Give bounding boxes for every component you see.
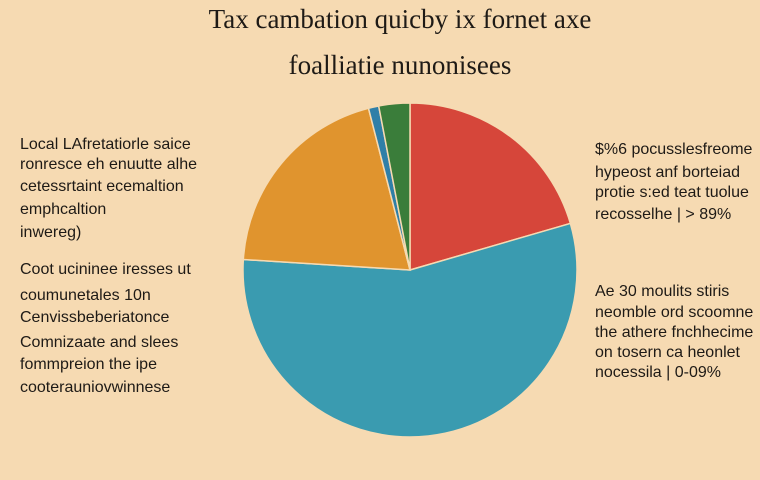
pie-slice (409, 102, 572, 271)
annotation: hypeost anf borteiad (595, 164, 740, 181)
annotation: the athere fnchhecime (595, 324, 753, 341)
annotation: protie s:ed teat tuolue (595, 184, 749, 201)
annotation: $%6 pocusslesfreome (595, 141, 753, 158)
annotation: fommpreion the ipe (20, 356, 157, 373)
annotation: on tosern ca heonlet (595, 344, 741, 361)
pie-slice (377, 102, 411, 271)
annotation: nocessila | 0-09% (595, 364, 721, 381)
pie-slice (242, 222, 578, 438)
chart-title: Tax cambation quicby ix fornet axe (209, 4, 592, 34)
annotation: emphcaltion (20, 201, 106, 218)
annotation: recosselhe | > 89% (595, 206, 731, 223)
pie-slice (242, 107, 411, 271)
annotation: Cenvissbeberiatonce (20, 309, 170, 326)
chart-title: foalliatie nunonisees (289, 50, 512, 80)
annotation: cetessrtaint ecemaltion (20, 178, 184, 195)
annotation: Local LAfretatiorle saice (20, 136, 191, 153)
annotation: Ae 30 moulits stiris (595, 283, 729, 300)
annotation: neomble ord scoomne (595, 304, 753, 321)
annotation: ronresce eh enuutte alhe (20, 156, 197, 173)
annotation: inwereg) (20, 224, 81, 241)
annotation: Coot ucininee iresses ut (20, 261, 191, 278)
annotation: Comnizaate and slees (20, 334, 178, 351)
annotation: coumunetales 10n (20, 287, 151, 304)
annotation: cooterauniovwinnese (20, 379, 170, 396)
